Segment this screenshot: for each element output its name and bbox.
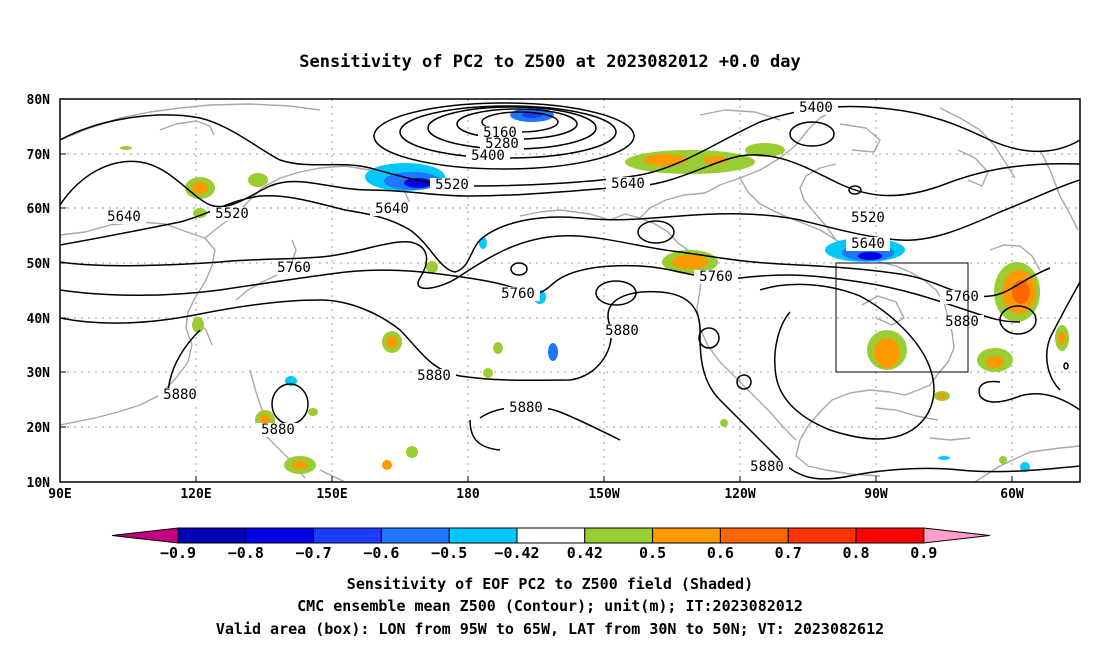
lon-label: 90W (864, 487, 888, 502)
lat-label: 80N (27, 93, 51, 108)
lon-label: 180 (456, 487, 480, 502)
colorbar-cell (313, 527, 382, 544)
contour-label-group: 5160 5280 5400 5400 5520 5520 5640 5640 … (102, 100, 984, 475)
contour-label: 5880 (509, 400, 543, 416)
figure-title: Sensitivity of PC2 to Z500 at 2023082012… (299, 52, 801, 72)
contour-label: 5520 (215, 206, 249, 222)
coastlines (60, 103, 1080, 482)
colorbar-cell (719, 527, 789, 544)
lon-label: 150W (588, 487, 619, 502)
map-ticks (60, 153, 1013, 482)
lat-label: 60N (27, 202, 51, 217)
contour-label: 5400 (471, 148, 505, 164)
caption-line-1: Sensitivity of EOF PC2 to Z500 field (Sh… (347, 575, 753, 593)
contour-label: 5400 (799, 100, 833, 116)
colorbar-label: −0.8 (228, 544, 264, 562)
caption-line-2: CMC ensemble mean Z500 (Contour); unit(m… (297, 597, 803, 615)
lat-label: 20N (27, 421, 51, 436)
colorbar-cell (652, 527, 721, 544)
contour-label: 5640 (107, 209, 141, 225)
lat-label: 30N (27, 366, 51, 381)
colorbar-label: −0.42 (494, 544, 539, 562)
colorbar-label: 0.7 (775, 544, 802, 562)
lat-label: 40N (27, 312, 51, 327)
colorbar: −0.9 −0.8 −0.7 −0.6 −0.5 −0.42 0.42 0.5 0.6 0.7 0.… (111, 527, 990, 562)
contour-label: 5880 (417, 368, 451, 384)
contour-label: 5280 (485, 136, 519, 152)
colorbar-cell (855, 527, 925, 544)
lon-label: 90E (48, 487, 71, 502)
lat-label: 10N (27, 476, 51, 491)
colorbar-label: 0.5 (639, 544, 666, 562)
lat-axis-labels: 80N 70N 60N 50N 40N 30N 20N 10N (27, 93, 51, 491)
contour-label: 5760 (945, 289, 979, 305)
map-frame (59, 98, 1081, 483)
contour-label: 5520 (435, 177, 469, 193)
contour-label: 5760 (699, 269, 733, 285)
colorbar-label: −0.7 (296, 544, 332, 562)
colorbar-cell (787, 527, 857, 544)
colorbar-cells (111, 527, 990, 544)
contour-label: 5640 (851, 236, 885, 252)
lat-label: 50N (27, 257, 51, 272)
colorbar-label: 0.9 (910, 544, 937, 562)
contour-label: 5880 (605, 323, 639, 339)
colorbar-label: 0.6 (707, 544, 734, 562)
map-background (60, 99, 1080, 482)
contour-label: 5760 (501, 286, 535, 302)
contour-label: 5640 (375, 201, 409, 217)
contour-label: 5880 (163, 387, 197, 403)
lon-label: 120E (180, 487, 211, 502)
colorbar-cell (448, 527, 518, 544)
colorbar-label: −0.5 (431, 544, 467, 562)
lon-label: 60W (1000, 487, 1024, 502)
colorbar-cell (516, 527, 586, 544)
colorbar-label: 0.8 (842, 544, 869, 562)
lon-label: 120W (724, 487, 755, 502)
colorbar-label: 0.42 (567, 544, 603, 562)
z500-contours (60, 102, 1080, 480)
valid-area-box (835, 262, 969, 373)
colorbar-label: −0.9 (160, 544, 196, 562)
colorbar-cell (380, 527, 450, 544)
lon-axis-labels: 90E 120E 150E 180 150W 120W 90W 60W (48, 487, 1024, 502)
colorbar-cell (177, 527, 247, 544)
map-panel: 5160 5280 5400 5400 5520 5520 5640 5640 … (27, 93, 1081, 502)
colorbar-label: −0.6 (363, 544, 399, 562)
colorbar-cell (245, 527, 315, 544)
caption: Sensitivity of EOF PC2 to Z500 field (Sh… (216, 575, 884, 638)
lon-label: 150E (316, 487, 347, 502)
contour-label: 5760 (277, 260, 311, 276)
colorbar-cell (923, 527, 990, 544)
caption-line-3: Valid area (box): LON from 95W to 65W, L… (216, 620, 884, 638)
colorbar-cell (584, 527, 654, 544)
contour-label: 5880 (261, 422, 295, 438)
contour-label: 5640 (611, 176, 645, 192)
contour-label: 5880 (945, 314, 979, 330)
contour-label: 5880 (750, 459, 784, 475)
colorbar-cell (111, 527, 179, 544)
colorbar-labels: −0.9 −0.8 −0.7 −0.6 −0.5 −0.42 0.42 0.5 0.6 0.7 0.… (160, 544, 937, 562)
contour-label: 5520 (851, 210, 885, 226)
lat-label: 70N (27, 148, 51, 163)
